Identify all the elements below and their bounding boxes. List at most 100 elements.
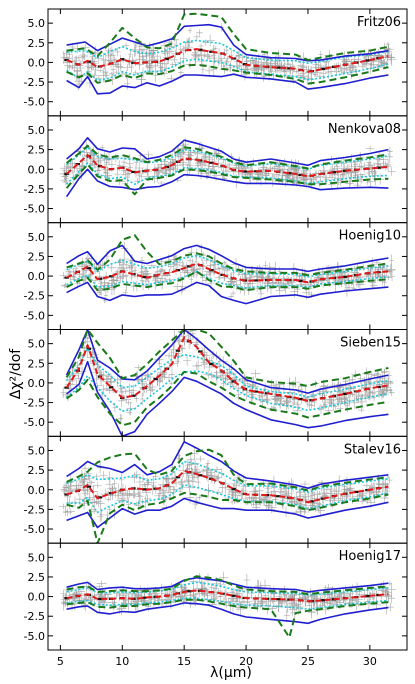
data-point	[280, 488, 287, 500]
data-point	[346, 62, 356, 69]
data-point	[82, 497, 87, 507]
data-point	[267, 68, 275, 75]
data-point	[275, 286, 284, 296]
data-point	[252, 176, 262, 184]
data-point	[107, 506, 112, 512]
data-point	[218, 53, 224, 64]
data-point	[285, 62, 293, 67]
series-cyan-lower	[66, 597, 389, 611]
data-point	[62, 508, 73, 517]
series-red-median	[66, 589, 389, 603]
data-point	[199, 144, 205, 153]
data-point	[370, 283, 378, 288]
data-point	[121, 170, 131, 180]
data-point	[148, 44, 158, 58]
data-point	[388, 265, 395, 275]
data-point	[121, 155, 127, 169]
data-point	[301, 490, 309, 500]
data-point	[379, 265, 386, 272]
data-point	[353, 160, 358, 168]
y-tick-label: 5.0	[28, 338, 46, 351]
data-point	[158, 276, 167, 281]
data-point	[110, 51, 116, 60]
series-cyan-lower	[66, 370, 389, 413]
data-point	[71, 274, 77, 281]
data-point	[200, 359, 208, 370]
data-point	[185, 154, 192, 167]
data-point	[202, 587, 207, 601]
data-point	[100, 488, 110, 500]
panel-label: Nenkova08	[328, 122, 401, 137]
data-point	[324, 62, 333, 71]
data-point	[350, 166, 360, 179]
data-point	[272, 404, 277, 410]
data-point	[263, 600, 269, 606]
panel-stalev16: -5.0 -2.5 0.0 2.5 5.0 Stalev16	[24, 435, 408, 544]
data-point	[186, 479, 192, 484]
data-point	[365, 170, 374, 176]
data-point	[64, 490, 71, 503]
data-point	[193, 584, 201, 593]
data-point	[123, 272, 129, 279]
data-point	[96, 153, 105, 167]
series-green-upper	[65, 144, 389, 170]
plot-area	[60, 571, 397, 639]
data-point	[163, 475, 174, 483]
data-point	[388, 388, 395, 396]
data-point	[87, 480, 95, 486]
y-tick-label: 5.0	[28, 551, 46, 564]
data-point	[361, 388, 370, 402]
data-point	[168, 153, 176, 166]
series-green-lower	[66, 270, 389, 292]
data-point	[194, 359, 202, 373]
y-tick-label: 2.5	[28, 144, 46, 157]
data-point	[157, 487, 162, 500]
series-cyan-lower	[66, 484, 389, 514]
series-cyan-upper	[66, 460, 389, 493]
data-point	[385, 41, 391, 47]
data-point	[383, 378, 394, 388]
data-point	[342, 381, 350, 390]
data-point	[185, 37, 194, 48]
data-point	[58, 503, 68, 510]
data-point	[96, 595, 104, 607]
data-point	[313, 490, 322, 499]
data-point	[134, 167, 144, 181]
panel-hoenig17: -5.0 -2.5 0.0 2.5 5.0 Hoenig17	[24, 542, 408, 651]
data-point	[327, 392, 335, 407]
data-point	[178, 489, 183, 494]
data-point	[61, 283, 67, 288]
y-tick-label: 2.5	[28, 464, 46, 477]
data-point	[179, 280, 186, 293]
data-point	[283, 608, 290, 623]
data-point	[132, 591, 141, 599]
data-point	[170, 166, 178, 172]
data-point	[212, 585, 218, 592]
data-point	[134, 491, 144, 502]
data-point	[360, 162, 369, 173]
data-point	[82, 267, 91, 273]
data-point	[332, 403, 338, 410]
data-point	[277, 599, 287, 605]
data-point	[125, 400, 132, 406]
data-point	[126, 489, 133, 498]
data-point	[145, 373, 150, 382]
data-point	[295, 281, 305, 288]
data-point	[197, 495, 202, 501]
data-point	[362, 54, 368, 60]
data-point	[358, 408, 365, 413]
data-point	[104, 511, 111, 519]
panel-hoenig10: -5.0 -2.5 0.0 2.5 5.0 Hoenig10	[24, 222, 408, 331]
data-point	[180, 53, 188, 64]
data-point	[215, 473, 222, 482]
data-point	[133, 39, 139, 49]
x-tick-label: 15	[177, 655, 191, 668]
data-point	[191, 52, 200, 64]
data-point	[336, 395, 343, 403]
series-green-upper	[66, 12, 389, 62]
data-point	[264, 482, 272, 494]
data-point	[104, 592, 112, 597]
data-point	[130, 55, 136, 66]
data-point	[357, 373, 364, 384]
data-point	[148, 593, 155, 605]
